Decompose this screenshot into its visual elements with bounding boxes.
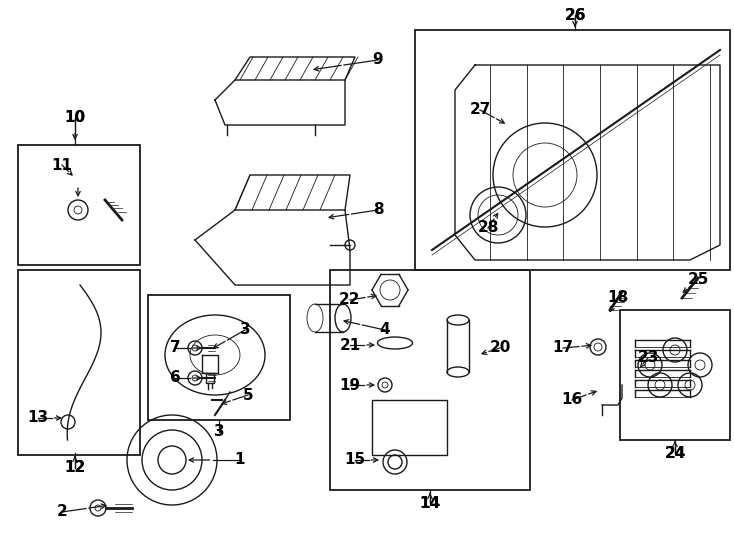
Text: 14: 14 <box>419 496 440 510</box>
Text: 28: 28 <box>477 220 498 235</box>
Text: 23: 23 <box>637 350 658 366</box>
Text: 16: 16 <box>562 393 583 408</box>
Text: 26: 26 <box>564 8 586 23</box>
Text: 12: 12 <box>65 461 86 476</box>
Text: 6: 6 <box>170 370 181 386</box>
Text: 8: 8 <box>373 202 383 218</box>
Text: 7: 7 <box>170 341 181 355</box>
Text: 17: 17 <box>553 341 573 355</box>
Text: 3: 3 <box>214 424 225 440</box>
Text: 20: 20 <box>490 341 511 355</box>
Text: 12: 12 <box>65 461 86 476</box>
Text: 3: 3 <box>240 322 250 338</box>
Bar <box>330 270 530 490</box>
Text: 11: 11 <box>51 158 73 172</box>
Text: 10: 10 <box>65 111 86 125</box>
Text: 25: 25 <box>687 273 709 287</box>
Text: 4: 4 <box>379 322 390 338</box>
Text: 15: 15 <box>344 453 366 468</box>
Bar <box>18 145 140 265</box>
Text: 22: 22 <box>339 293 360 307</box>
Text: 19: 19 <box>339 377 360 393</box>
Bar <box>372 400 447 455</box>
Bar <box>620 310 730 440</box>
Text: 9: 9 <box>373 52 383 68</box>
Text: 21: 21 <box>339 338 360 353</box>
Text: 10: 10 <box>65 111 86 125</box>
Bar <box>415 30 730 270</box>
Text: 2: 2 <box>57 504 68 519</box>
Text: 1: 1 <box>235 453 245 468</box>
Text: 27: 27 <box>469 103 491 118</box>
Text: 24: 24 <box>664 446 686 461</box>
Text: 14: 14 <box>419 496 440 510</box>
Bar <box>148 295 290 420</box>
Text: 26: 26 <box>564 8 586 23</box>
Text: 13: 13 <box>27 410 48 426</box>
Text: 24: 24 <box>664 446 686 461</box>
Text: 18: 18 <box>608 291 628 306</box>
Text: 5: 5 <box>243 388 253 402</box>
Bar <box>18 270 140 455</box>
